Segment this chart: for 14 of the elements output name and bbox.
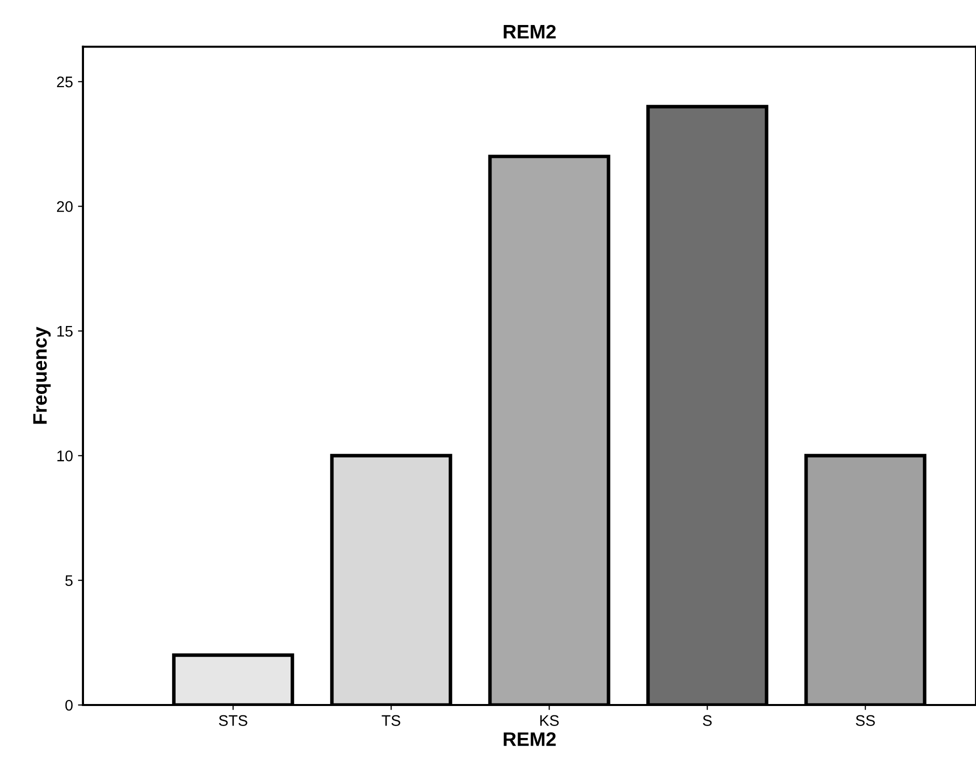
y-tick-label: 15 <box>57 326 73 337</box>
y-tick-label: 0 <box>65 700 73 711</box>
y-tick-label: 20 <box>57 201 73 212</box>
x-tick-label: STS <box>218 715 248 726</box>
y-axis-title: Frequency <box>33 326 51 424</box>
y-tick-label: 25 <box>57 76 73 88</box>
chart-title: REM2 <box>504 24 556 38</box>
x-tick-label: KS <box>540 715 559 726</box>
y-tick-label: 10 <box>57 450 73 462</box>
x-tick-label: TS <box>382 715 400 726</box>
y-tick-label: 5 <box>65 575 73 586</box>
x-axis-title: REM2 <box>504 732 556 746</box>
x-tick-label: SS <box>856 715 875 726</box>
x-tick-label: S <box>702 715 712 726</box>
